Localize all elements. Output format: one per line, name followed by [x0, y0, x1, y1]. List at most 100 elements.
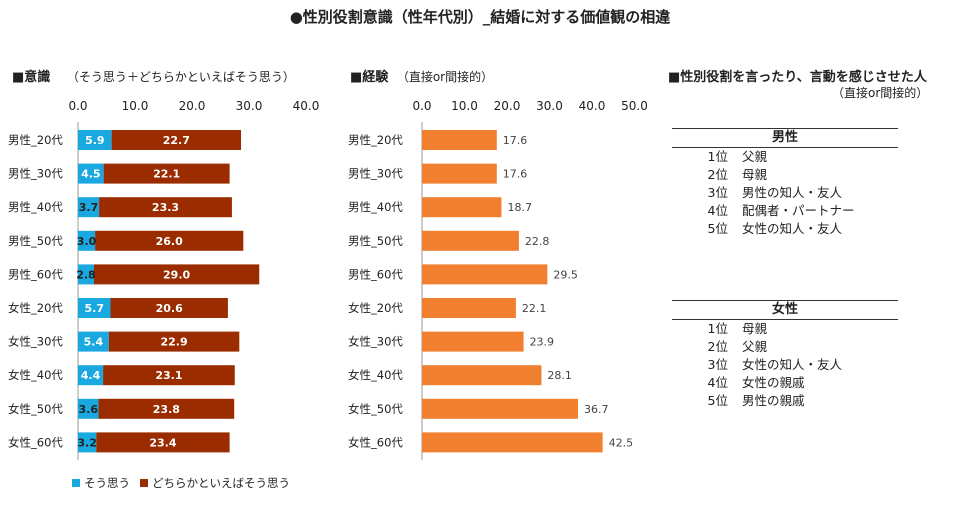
- category-label: 男性_20代: [348, 133, 403, 147]
- bar-series-2: [108, 331, 240, 352]
- female-ranking-header: 女性: [672, 300, 898, 320]
- x-tick-label: 0.0: [412, 99, 431, 113]
- bar: [422, 298, 516, 318]
- category-label: 女性_60代: [8, 435, 63, 449]
- category-label: 女性_20代: [348, 301, 403, 315]
- category-label: 女性_50代: [8, 402, 63, 416]
- category-label: 男性_60代: [8, 267, 63, 281]
- rank-person: 父親: [742, 149, 768, 164]
- bar-series-1: [78, 197, 100, 218]
- bar-series-1: [78, 264, 94, 285]
- data-label-series-1: 3.6: [79, 403, 99, 416]
- x-tick-label: 10.0: [122, 99, 149, 113]
- bar-series-1: [78, 130, 112, 150]
- bar-series-1: [78, 163, 104, 184]
- bar-series-2: [93, 264, 260, 285]
- data-label-series-1: 3.2: [77, 436, 97, 449]
- data-label: 22.1: [522, 302, 547, 315]
- rank-person: 母親: [742, 167, 768, 182]
- bar: [422, 130, 497, 150]
- data-label-series-1: 5.4: [84, 336, 104, 349]
- male-rank-row: 4位 配偶者・パートナー: [672, 202, 898, 220]
- right-panel-subtitle: （直接or間接的）: [832, 86, 929, 100]
- category-label: 女性_20代: [8, 301, 63, 315]
- female-rank-row: 1位 母親: [672, 320, 898, 338]
- male-ranking-header: 男性: [672, 128, 898, 148]
- rank-position: 3位: [707, 185, 728, 200]
- data-label-series-1: 4.4: [81, 369, 101, 382]
- bar: [422, 197, 502, 218]
- rank-position: 1位: [707, 149, 728, 164]
- left-panel-subtitle: （そう思う＋どちらかといえばそう思う）: [66, 70, 295, 84]
- right-panel-title: ■性別役割を言ったり、言動を感じさせた人: [668, 70, 927, 85]
- data-label: 17.6: [503, 168, 528, 181]
- left-panel-title-main: ■意識: [12, 70, 51, 85]
- bar-series-1: [78, 432, 97, 453]
- page-title: ●性別役割意識（性年代別）_結婚に対する価値観の相違: [289, 8, 671, 26]
- category-label: 女性_30代: [348, 335, 403, 349]
- data-label-series-2: 23.3: [152, 201, 179, 214]
- female-rank-row: 5位 男性の親戚: [672, 392, 898, 410]
- category-label: 女性_40代: [348, 368, 403, 382]
- category-label: 男性_30代: [348, 167, 403, 181]
- rank-person: 父親: [742, 339, 768, 354]
- data-label: 29.5: [553, 268, 578, 281]
- male-rank-row: 5位 女性の知人・友人: [672, 220, 898, 238]
- bar-series-1: [78, 365, 104, 386]
- data-label: 22.8: [525, 235, 550, 248]
- bar-series-1: [78, 398, 99, 419]
- bar-series-2: [95, 230, 244, 251]
- category-label: 女性_30代: [8, 335, 63, 349]
- category-label: 男性_60代: [348, 267, 403, 281]
- data-label-series-2: 23.1: [155, 369, 182, 382]
- rank-position: 2位: [707, 167, 728, 182]
- rank-person: 女性の知人・友人: [742, 221, 843, 236]
- rank-person: 女性の知人・友人: [742, 357, 843, 372]
- data-label-series-2: 23.8: [153, 403, 180, 416]
- bar: [422, 365, 542, 386]
- female-rank-row: 2位 父親: [672, 338, 898, 356]
- bar: [422, 163, 497, 184]
- category-label: 女性_60代: [348, 435, 403, 449]
- legend-swatch-series-2: [140, 479, 148, 487]
- data-label-series-2: 29.0: [163, 268, 190, 281]
- data-label: 23.9: [530, 336, 555, 349]
- rank-position: 5位: [707, 221, 728, 236]
- data-label-series-2: 22.9: [160, 336, 187, 349]
- legend-label-series-1: そう思う: [84, 476, 130, 490]
- rank-position: 1位: [707, 321, 728, 336]
- x-tick-label: 30.0: [536, 99, 563, 113]
- data-label: 28.1: [547, 369, 572, 382]
- rank-position: 4位: [707, 375, 728, 390]
- bar: [422, 264, 548, 285]
- data-label-series-1: 2.8: [76, 268, 96, 281]
- rank-person: 男性の親戚: [742, 393, 805, 408]
- rank-position: 4位: [707, 203, 728, 218]
- x-tick-label: 10.0: [451, 99, 478, 113]
- x-tick-label: 20.0: [494, 99, 521, 113]
- data-label-series-2: 20.6: [156, 302, 183, 315]
- middle-panel-title-main: ■経験: [350, 70, 389, 85]
- rank-person: 女性の親戚: [742, 375, 805, 390]
- legend-swatch-series-1: [72, 479, 80, 487]
- middle-panel-subtitle: （直接or間接的）: [396, 70, 494, 84]
- data-label: 42.5: [609, 436, 634, 449]
- bar: [422, 230, 519, 251]
- rank-position: 3位: [707, 357, 728, 372]
- category-label: 男性_40代: [8, 200, 63, 214]
- bar-series-2: [111, 130, 242, 150]
- data-label-series-2: 22.1: [153, 168, 180, 181]
- left-panel-title: ■意識 （そう思う＋どちらかといえばそう思う）: [12, 66, 295, 85]
- category-label: 男性_20代: [8, 133, 63, 147]
- male-rank-row: 1位 父親: [672, 148, 898, 166]
- category-label: 男性_30代: [8, 167, 63, 181]
- legend-label-series-2: どちらかといえばそう思う: [152, 476, 290, 490]
- rank-position: 2位: [707, 339, 728, 354]
- bar-series-2: [96, 432, 230, 453]
- rank-person: 配偶者・パートナー: [742, 203, 855, 218]
- x-tick-label: 40.0: [293, 99, 320, 113]
- category-label: 女性_40代: [8, 368, 63, 382]
- female-ranking: 女性 1位 母親 2位 父親 3位 女性の知人・友人 4位 女性の親戚 5位 男性の親戚: [672, 300, 898, 410]
